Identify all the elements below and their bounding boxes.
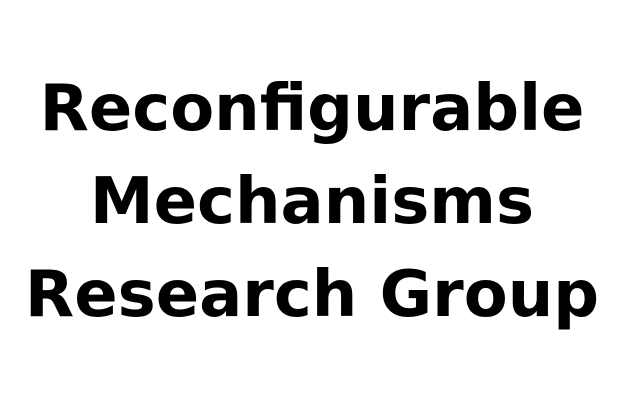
title-line-1: Reconfigurable <box>39 72 585 146</box>
title-line-2: Mechanisms <box>89 165 535 239</box>
title-line-3: Research Group <box>24 258 600 332</box>
group-title: Reconfigurable Mechanisms Research Group <box>0 63 624 342</box>
